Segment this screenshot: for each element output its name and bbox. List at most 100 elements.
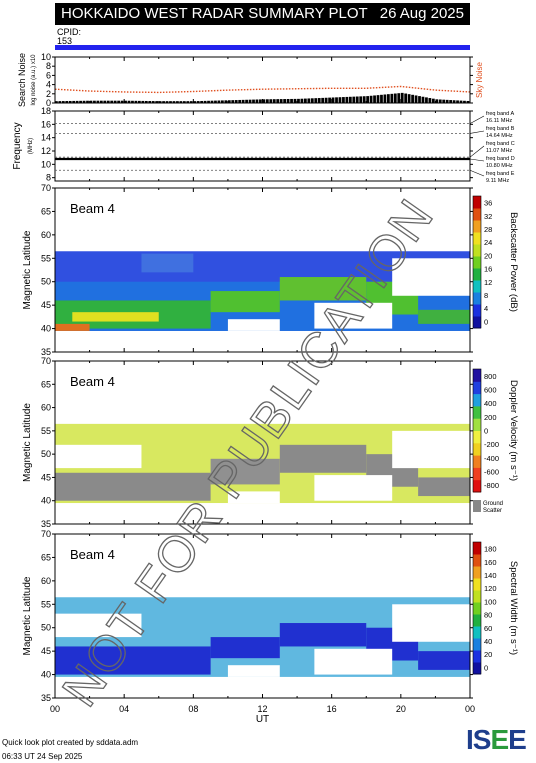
y-tick-label: 10	[41, 159, 51, 169]
colorbar-swatch	[473, 602, 481, 615]
velocity-colorbar-label: Doppler Velocity (m s⁻¹)	[508, 380, 519, 481]
power-ylabel: Magnetic Latitude	[22, 230, 33, 309]
noise-background-bar	[86, 100, 89, 103]
colorbar-swatch	[473, 244, 481, 257]
noise-background-bar	[314, 98, 318, 103]
frequency-ylabel: Frequency	[12, 122, 23, 169]
noise-background-bar	[466, 100, 470, 103]
plot-date: 26 Aug 2025	[379, 5, 464, 22]
colorbar-tick-label: 600	[484, 386, 497, 395]
noise-background-bar	[328, 97, 331, 103]
noise-background-bar	[404, 93, 408, 103]
frequency-band-name: freq band A	[486, 111, 514, 117]
noise-background-bar	[348, 96, 352, 103]
colorbar-swatch	[473, 442, 481, 456]
colorbar-swatch	[473, 280, 481, 293]
y-tick-label: 35	[41, 693, 51, 703]
colorbar-tick-label: 200	[484, 413, 497, 422]
colorbar-swatch	[473, 578, 481, 591]
noise-background-bar	[425, 97, 428, 103]
frequency-band-leader	[469, 115, 485, 124]
noise-background-bar	[449, 100, 453, 103]
heatmap-cell	[55, 613, 142, 638]
noise-background-bar	[58, 101, 62, 103]
cpid-label: CPID:	[57, 27, 82, 37]
colorbar-tick-label: -200	[484, 440, 499, 449]
heatmap-cell	[227, 491, 280, 504]
y-tick-label: 70	[41, 183, 51, 193]
title-bar: HOKKAIDO WEST RADAR SUMMARY PLOT 26 Aug …	[55, 3, 470, 25]
noise-background-bar	[120, 100, 124, 103]
noise-background-bar	[245, 99, 248, 103]
noise-background-bar	[124, 100, 127, 103]
noise-background-bar	[286, 98, 290, 103]
y-tick-label: 65	[41, 552, 51, 562]
footer-created-by: Quick look plot created by sddata.adm	[2, 738, 139, 747]
frequency-band-name: freq band E	[486, 171, 515, 177]
colorbar-tick-label: 120	[484, 584, 497, 593]
noise-background-bar	[55, 101, 58, 103]
y-tick-label: 65	[41, 206, 51, 216]
colorbar-tick-label: 0	[484, 663, 488, 672]
noise-background-bar	[127, 100, 131, 103]
noise-background-bar	[96, 100, 100, 103]
colorbar-swatch	[473, 232, 481, 245]
heatmap-cell	[418, 651, 470, 670]
colorbar-tick-label: 0	[484, 317, 488, 326]
y-tick-label: 4	[46, 80, 51, 90]
colorbar-tick-label: 100	[484, 597, 497, 606]
noise-background-bar	[397, 93, 401, 103]
noise-background-bar	[411, 94, 414, 103]
noise-background-bar	[445, 99, 449, 103]
y-tick-label: 14	[41, 133, 51, 143]
noise-background-bar	[431, 98, 435, 103]
noise-background-bar	[103, 100, 107, 103]
colorbar-tick-label: 32	[484, 212, 492, 221]
colorbar-swatch	[473, 256, 481, 269]
colorbar-swatch	[473, 430, 481, 444]
velocity-ylabel: Magnetic Latitude	[22, 403, 33, 482]
frequency-band-freq: 9.11 MHz	[486, 178, 509, 184]
y-tick-label: 70	[41, 529, 51, 539]
y-tick-label: 60	[41, 576, 51, 586]
heatmap-cell	[227, 319, 280, 331]
noise-background-bar	[435, 99, 439, 103]
noise-background-bar	[428, 98, 432, 103]
y-tick-label: 55	[41, 253, 51, 263]
heatmap-cell	[279, 444, 367, 473]
noise-background-bar	[72, 100, 76, 103]
cpid-bar	[55, 45, 470, 50]
frequency-band-leader	[469, 130, 485, 134]
heatmap-cell	[210, 637, 280, 659]
colorbar-tick-label: 12	[484, 278, 492, 287]
noise-background-bar	[366, 96, 370, 103]
noise-background-bar	[227, 100, 231, 103]
noise-background-bar	[290, 98, 293, 103]
y-tick-label: 6	[46, 70, 51, 80]
frequency-band-name: freq band D	[486, 156, 515, 162]
width-colorbar-label: Spectral Width (m s⁻¹)	[508, 561, 519, 655]
colorbar-swatch	[473, 393, 481, 407]
y-tick-label: 60	[41, 230, 51, 240]
noise-ylabel: Search Noise	[17, 53, 27, 107]
noise-background-bar	[345, 96, 349, 103]
heatmap-cell	[55, 323, 90, 331]
colorbar-tick-label: 800	[484, 372, 497, 381]
noise-background-bar	[203, 100, 207, 103]
colorbar-tick-label: -600	[484, 468, 499, 477]
y-tick-label: 40	[41, 670, 51, 680]
y-tick-label: 45	[41, 300, 51, 310]
footer-created-at: 06:33 UT 24 Sep 2025	[2, 752, 83, 761]
heatmap-cell	[141, 253, 194, 273]
cpid-value: 153	[57, 36, 73, 46]
colorbar-swatch	[473, 566, 481, 579]
noise-background-bar	[359, 96, 363, 103]
colorbar-swatch	[473, 638, 481, 651]
heatmap-cell	[392, 430, 470, 469]
y-tick-label: 45	[41, 646, 51, 656]
colorbar-swatch	[473, 196, 481, 209]
colorbar-tick-label: 80	[484, 611, 492, 620]
noise-background-bar	[214, 100, 217, 103]
noise-background-bar	[265, 99, 269, 103]
